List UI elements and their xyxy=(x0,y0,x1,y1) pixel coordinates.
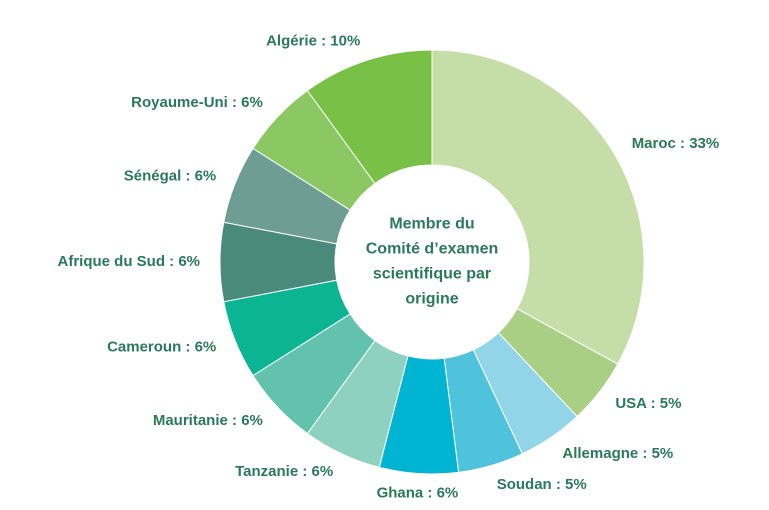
slice-label: Allemagne : 5% xyxy=(562,445,673,462)
slice-label: USA : 5% xyxy=(615,395,681,412)
center-label: origine xyxy=(405,291,458,308)
donut-slice xyxy=(306,49,433,185)
slice-label: Afrique du Sud : 6% xyxy=(58,253,201,270)
slice-label: Sénégal : 6% xyxy=(124,168,217,185)
slice-label: Ghana : 6% xyxy=(377,485,459,502)
slice-label: Mauritanie : 6% xyxy=(153,412,263,429)
slice-label: Tanzanie : 6% xyxy=(235,463,333,480)
slice-label: Royaume-Uni : 6% xyxy=(131,94,263,111)
slice-label: Cameroun : 6% xyxy=(107,338,216,355)
center-label: Comité d’examen xyxy=(366,241,498,258)
slice-label: Algérie : 10% xyxy=(266,32,360,49)
donut-slice xyxy=(431,49,645,365)
slice-label: Maroc : 33% xyxy=(632,135,720,152)
slice-label: Soudan : 5% xyxy=(497,476,587,493)
center-label: Membre du xyxy=(389,216,474,233)
center-label: scientifique par xyxy=(373,266,491,283)
